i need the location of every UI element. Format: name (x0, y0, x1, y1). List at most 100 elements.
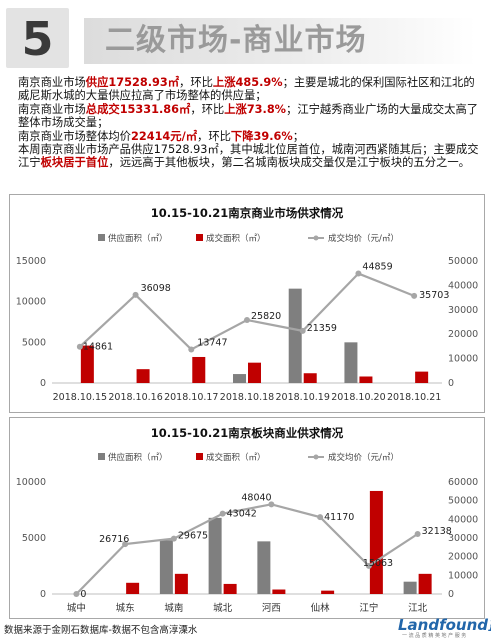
price-point (411, 292, 418, 299)
section-number-box (6, 8, 69, 68)
deal-bar (415, 371, 429, 383)
price-data-label: 44859 (362, 262, 392, 273)
market-supply-demand-chart: 10.15-10.21南京商业市场供求情况 供应面积（㎡） 成交面积（㎡） 成交均价（… (9, 194, 485, 413)
y-left-tick-label: 5000 (22, 337, 46, 348)
logo-tagline: 一 流 品 质 精 英 地 产 服 务 (402, 633, 467, 639)
summary-text: 南京商业市场供应17528.93㎡，环比上涨485.9%；主要是城北的保利国际社… (18, 76, 480, 170)
price-data-label: 35703 (419, 290, 449, 301)
y-right-tick-label: 30000 (448, 305, 478, 316)
y-left-tick-label: 10000 (16, 297, 46, 308)
summary-line: 南京商业市场总成交15331.86㎡，环比上涨73.8%；江宁越秀商业广场的大量… (18, 103, 480, 130)
highlight-text: 总成交15331.86㎡ (85, 102, 191, 116)
summary-text-run: ，环比 (197, 129, 231, 143)
deal-bar (223, 583, 237, 594)
highlight-text: 供应17528.93㎡ (85, 76, 180, 89)
summary-text-run: 南京商业市场整体均价 (18, 129, 131, 143)
chart-title: 10.15-10.21南京商业市场供求情况 (151, 206, 344, 220)
price-data-label: 25820 (251, 311, 281, 322)
x-tick-label: 江宁 (359, 602, 378, 614)
deal-bar (80, 345, 94, 383)
price-point (132, 291, 139, 298)
price-data-label: 48040 (241, 492, 271, 503)
price-point (73, 591, 80, 597)
summary-line: 南京商业市场整体均价22414元/㎡，环比下降39.6%； (18, 130, 480, 143)
price-point (355, 270, 362, 277)
price-data-label: 26716 (99, 534, 129, 545)
y-right-tick-label: 10000 (448, 354, 478, 365)
y-right-tick-label: 30000 (448, 533, 478, 544)
y-right-tick-label: 0 (448, 589, 454, 600)
price-point (299, 327, 306, 334)
price-line (79, 272, 415, 351)
landfound-logo: Landfound蓝风 (398, 615, 491, 634)
y-right-tick-label: 10000 (448, 570, 478, 581)
y-right-tick-label: 20000 (448, 552, 478, 563)
price-data-label: 43042 (227, 509, 257, 520)
supply-bar (257, 541, 271, 594)
highlight-text: 22414元/㎡ (130, 129, 198, 143)
price-point (268, 501, 275, 508)
summary-text-run: 南京商业市场 (18, 102, 86, 116)
deal-bar (369, 490, 383, 594)
price-point (122, 541, 129, 548)
legend-label: 成交面积（㎡） (206, 233, 266, 244)
price-data-label: 29675 (178, 531, 208, 542)
data-source-note: 数据来源于金刚石数据库-数据不包含高淳溧水 (4, 625, 198, 636)
y-right-tick-label: 50000 (448, 496, 478, 507)
summary-text-run: ，环比 (190, 102, 225, 116)
price-point (365, 562, 372, 569)
price-data-label: 0 (80, 589, 86, 600)
y-right-tick-label: 20000 (448, 329, 478, 340)
deal-bar (126, 582, 140, 594)
price-data-label: 36098 (141, 283, 171, 294)
y-right-tick-label: 60000 (448, 477, 478, 488)
x-tick-label: 2018.10.17 (164, 392, 218, 403)
section-number: 5 (21, 12, 54, 66)
price-point (170, 535, 177, 542)
x-tick-label: 城南 (164, 602, 183, 614)
x-tick-label: 2018.10.16 (108, 392, 162, 403)
chart-title: 10.15-10.21南京板块商业供求情况 (151, 426, 344, 440)
legend-marker-swatch (313, 454, 319, 460)
y-right-tick-label: 40000 (448, 280, 478, 291)
deal-bar (418, 573, 432, 594)
legend-swatch (196, 453, 203, 460)
page-header: 5 二级市场-商业市场 (0, 0, 491, 78)
price-line (75, 503, 419, 595)
highlight-text: 上涨485.9% (212, 76, 283, 89)
summary-text-run: ，远远高于其他板块，第二名城南板块成交量仅是江宁板块的五分之一。 (108, 156, 470, 170)
summary-text-run: 南京商业市场 (18, 76, 86, 89)
district-supply-demand-chart: 10.15-10.21南京板块商业供求情况 供应面积（㎡） 成交面积（㎡） 成交均价（… (9, 417, 485, 619)
summary-text-run: ，环比 (179, 76, 213, 89)
summary-text-run: 本周南京商业市场产品供应17528.93㎡，其中城北位居首位，城南河西紧随其后；… (18, 143, 479, 170)
logo-cn-text: 蓝风 (488, 619, 491, 634)
deal-bar (321, 590, 335, 594)
y-left-tick-label: 0 (40, 378, 46, 389)
deal-bar (174, 573, 188, 594)
summary-text-run: ；主要是城北的保利国际社区和江北的威尼斯水城的大量供应拉高了市场整体的供应量； (18, 76, 475, 103)
deal-bar (192, 356, 206, 383)
summary-text-run: ；江宁越秀商业广场的大量成交太高了整体市场成交量； (18, 102, 479, 130)
x-tick-label: 城东 (116, 602, 135, 614)
price-data-label: 15063 (363, 558, 393, 569)
summary-line: 南京商业市场供应17528.93㎡，环比上涨485.9%；主要是城北的保利国际社… (18, 76, 480, 103)
supply-bar (159, 540, 173, 594)
supply-bar (344, 342, 358, 383)
x-tick-label: 2018.10.20 (331, 392, 385, 403)
x-tick-label: 城北 (213, 603, 233, 614)
x-tick-label: 2018.10.15 (53, 392, 107, 403)
legend-swatch (98, 234, 105, 241)
y-right-tick-label: 0 (448, 378, 454, 389)
deal-bar (248, 362, 261, 383)
page-title: 二级市场-商业市场 (105, 23, 367, 58)
supply-bar (403, 581, 417, 594)
legend-swatch (196, 234, 203, 241)
x-tick-label: 2018.10.19 (276, 392, 330, 403)
deal-bar (303, 373, 317, 383)
price-data-label: 21359 (307, 323, 337, 334)
x-tick-label: 2018.10.18 (220, 392, 274, 403)
y-left-tick-label: 10000 (16, 477, 46, 488)
y-left-tick-label: 5000 (22, 533, 46, 544)
price-point (76, 343, 83, 350)
